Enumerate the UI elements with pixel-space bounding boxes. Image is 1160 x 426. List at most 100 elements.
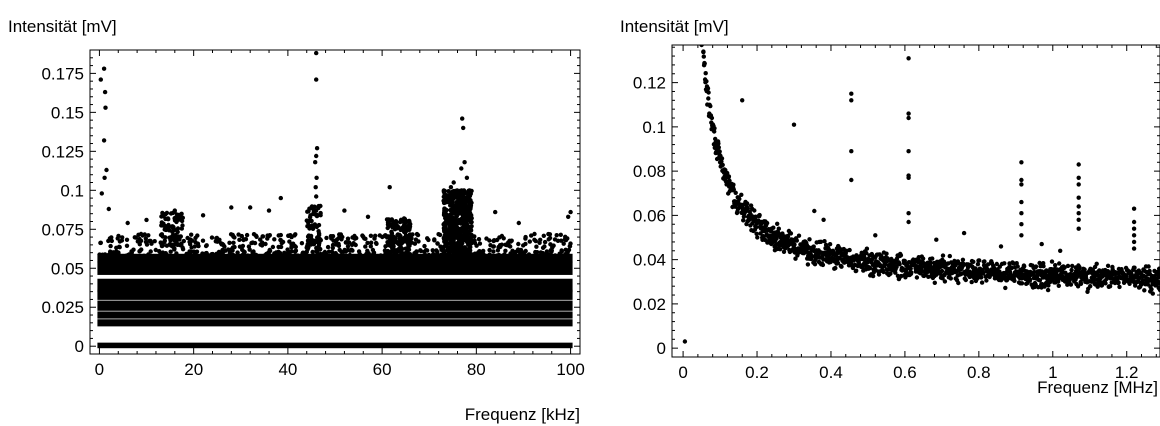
data-point	[906, 111, 911, 116]
data-point	[467, 239, 472, 244]
data-point	[464, 175, 470, 180]
data-point	[146, 252, 151, 257]
data-point	[159, 243, 165, 249]
data-point	[720, 162, 725, 168]
data-band	[97, 311, 573, 319]
data-point	[389, 229, 394, 234]
data-point	[204, 243, 209, 248]
data-point	[1082, 267, 1087, 272]
data-point	[343, 240, 349, 245]
data-point	[299, 241, 305, 246]
tick-marks	[672, 45, 1160, 357]
data-point	[179, 241, 184, 246]
data-point	[452, 230, 458, 235]
data-point	[1133, 283, 1138, 288]
right-plot-area: 0 0.2 0.4 0.6 0.8 1 1.2 0 0.02 0.04 0.06 0.08 0.1 0.1…	[633, 44, 1160, 382]
data-point	[562, 237, 568, 242]
y-tick-label: 0.05	[51, 259, 84, 278]
data-point	[1019, 160, 1024, 165]
data-point	[969, 279, 974, 285]
data-point	[441, 247, 446, 252]
data-point	[1037, 278, 1043, 283]
data-point	[1131, 206, 1137, 211]
data-point	[337, 232, 342, 237]
data-point	[1033, 264, 1039, 269]
data-point	[165, 216, 171, 221]
data-point	[467, 213, 472, 219]
data-point	[277, 251, 283, 256]
data-point	[450, 196, 456, 202]
data-point	[430, 248, 435, 253]
data-point	[1094, 261, 1099, 266]
data-point	[457, 227, 462, 233]
data-point	[867, 265, 873, 271]
data-point	[554, 233, 559, 238]
data-point	[168, 249, 173, 254]
data-point	[1011, 261, 1016, 266]
data-point	[725, 170, 730, 176]
data-point	[432, 238, 437, 243]
data-point	[908, 266, 913, 271]
data-point	[526, 252, 532, 257]
data-point	[172, 238, 177, 243]
data-point	[1107, 284, 1113, 289]
data-point	[468, 203, 473, 209]
data-point	[435, 241, 440, 246]
data-point	[451, 217, 457, 222]
data-point	[712, 129, 717, 134]
data-point	[450, 205, 455, 211]
data-point	[484, 236, 489, 241]
data-point	[251, 253, 257, 258]
data-point	[1076, 162, 1081, 167]
x-tick-label: 20	[184, 360, 203, 379]
data-point	[894, 264, 899, 270]
y-tick-label: 0.1	[60, 181, 84, 200]
data-point	[444, 218, 450, 223]
data-point	[1049, 259, 1055, 264]
data-point	[106, 206, 112, 212]
data-point	[278, 195, 283, 201]
data-point	[342, 208, 347, 213]
left-chart: Intensität [mV] Frequenz [kHz] 0 20 40 60 80…	[8, 17, 585, 424]
data-point	[403, 246, 408, 251]
data-point	[529, 233, 534, 238]
data-point	[785, 234, 791, 239]
data-point	[431, 251, 436, 257]
data-point	[231, 240, 236, 245]
data-point	[1068, 282, 1074, 287]
data-point	[459, 166, 464, 171]
data-point	[138, 231, 144, 237]
data-point	[739, 192, 744, 197]
data-point	[172, 246, 177, 251]
data-point	[272, 237, 277, 242]
data-band	[97, 289, 573, 300]
data-band	[97, 319, 573, 327]
data-point	[563, 252, 568, 257]
data-point	[979, 275, 984, 280]
data-point	[168, 211, 174, 216]
data-point	[849, 91, 854, 96]
data-point	[311, 253, 317, 258]
data-point	[1021, 264, 1027, 269]
data-point	[906, 115, 911, 121]
data-point	[849, 177, 854, 183]
data-point	[185, 235, 190, 241]
data-point	[448, 230, 454, 235]
data-point	[227, 240, 232, 245]
data-point	[956, 280, 961, 286]
data-point	[465, 251, 470, 257]
data-point	[189, 245, 194, 250]
data-point	[1056, 283, 1062, 288]
data-point	[820, 262, 826, 268]
y-tick-label: 0	[75, 337, 84, 356]
data-point	[716, 145, 721, 150]
data-point	[387, 185, 392, 190]
data-point	[991, 265, 997, 270]
data-point	[345, 236, 351, 241]
data-point	[467, 197, 472, 202]
data-point	[161, 223, 166, 228]
data-point	[438, 244, 443, 249]
data-point	[385, 225, 390, 231]
data-point	[218, 241, 224, 246]
data-point	[557, 251, 562, 256]
